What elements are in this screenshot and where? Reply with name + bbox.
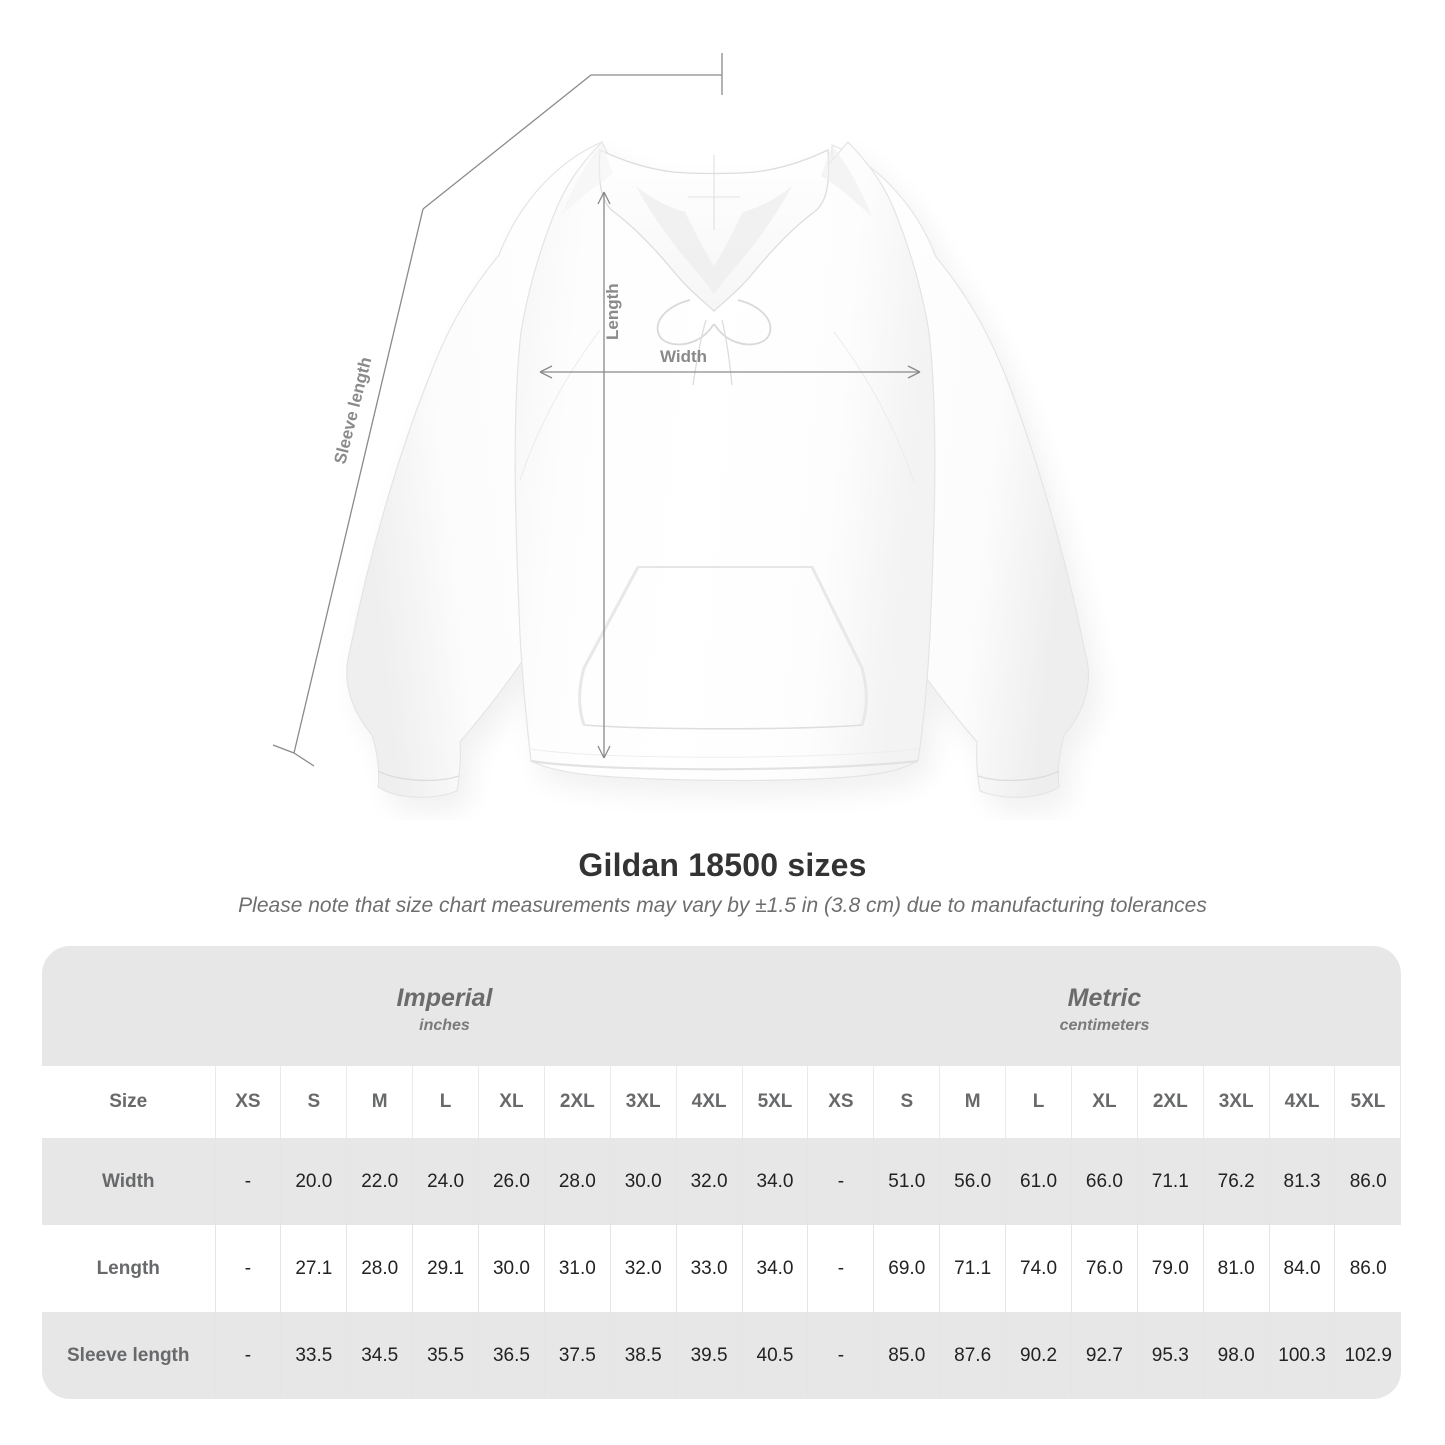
svg-text:Width: Width — [660, 347, 707, 366]
svg-text:Length: Length — [603, 283, 622, 340]
svg-text:Sleeve length: Sleeve length — [330, 355, 375, 466]
